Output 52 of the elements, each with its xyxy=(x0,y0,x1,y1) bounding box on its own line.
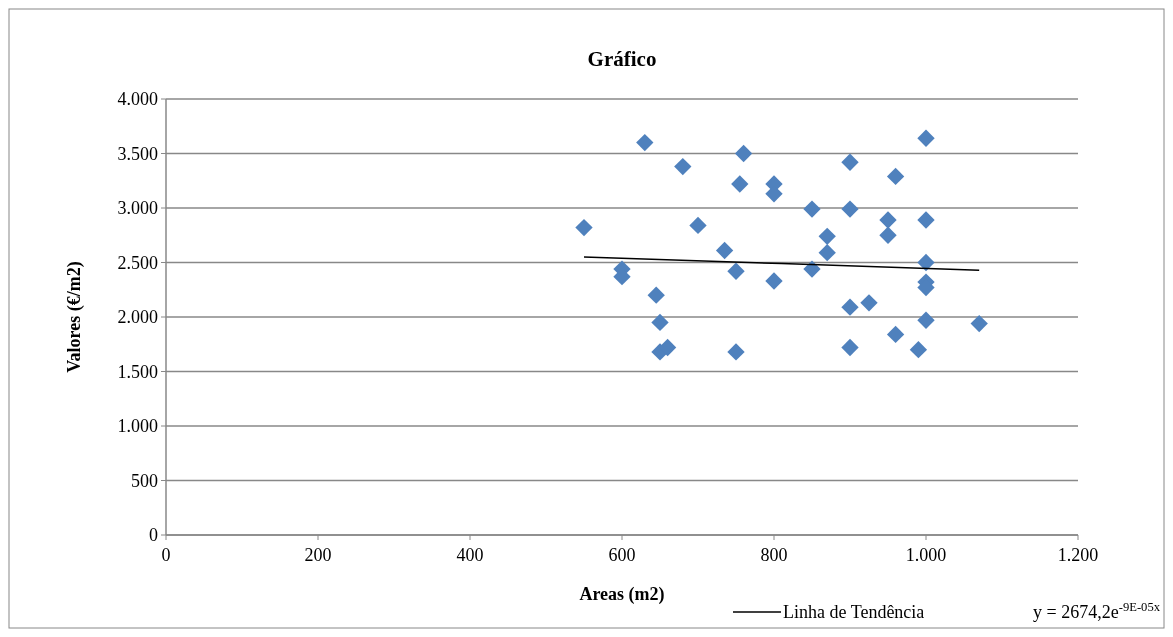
x-tick-label: 400 xyxy=(456,545,484,565)
x-axis-title: Areas (m2) xyxy=(579,584,665,605)
point xyxy=(727,262,745,280)
point xyxy=(917,211,935,229)
point xyxy=(647,286,665,304)
y-tick-label: 0 xyxy=(149,525,158,545)
point xyxy=(860,294,878,312)
x-tick-label: 800 xyxy=(760,545,788,565)
point xyxy=(674,157,692,176)
point xyxy=(727,343,745,361)
point xyxy=(803,200,821,218)
point xyxy=(731,175,749,193)
point xyxy=(803,260,821,278)
point xyxy=(636,133,654,152)
y-tick-label: 2.000 xyxy=(117,307,158,327)
chart-title: Gráfico xyxy=(587,47,657,71)
x-tick-label: 200 xyxy=(304,545,332,565)
point xyxy=(689,216,707,235)
x-tick-label: 600 xyxy=(608,545,636,565)
point xyxy=(715,241,734,260)
point xyxy=(879,211,897,229)
point xyxy=(818,244,836,262)
text: y = 2674,2e$^{-9E-05x}$ xyxy=(1033,600,1161,622)
point xyxy=(841,200,859,218)
y-tick-label: 3.000 xyxy=(117,198,158,218)
point xyxy=(879,226,897,244)
x-tick-label: 0 xyxy=(161,545,171,565)
point xyxy=(909,341,928,359)
point xyxy=(886,167,905,186)
point xyxy=(917,129,935,147)
point xyxy=(886,325,905,344)
y-tick-label: 500 xyxy=(131,470,158,491)
y-tick-label: 1.500 xyxy=(117,361,158,382)
point xyxy=(765,272,783,290)
legend-label: Linha de Tendência xyxy=(783,602,925,622)
point xyxy=(970,314,988,333)
x-tick-label: 1.200 xyxy=(1057,545,1099,565)
point xyxy=(651,313,669,332)
point xyxy=(575,218,593,237)
point xyxy=(841,298,859,316)
point xyxy=(841,153,859,171)
point xyxy=(841,338,859,357)
x-tick-label: 1.000 xyxy=(905,545,947,565)
y-tick-label: 4.000 xyxy=(117,89,158,109)
point xyxy=(917,253,935,272)
y-axis-title: Valores (€/m2) xyxy=(64,261,85,373)
point xyxy=(734,144,753,163)
point xyxy=(818,227,836,245)
point xyxy=(917,311,935,329)
y-tick-label: 1.000 xyxy=(117,416,158,436)
y-tick-label: 2.500 xyxy=(117,252,158,273)
y-tick-label: 3.500 xyxy=(117,143,158,164)
